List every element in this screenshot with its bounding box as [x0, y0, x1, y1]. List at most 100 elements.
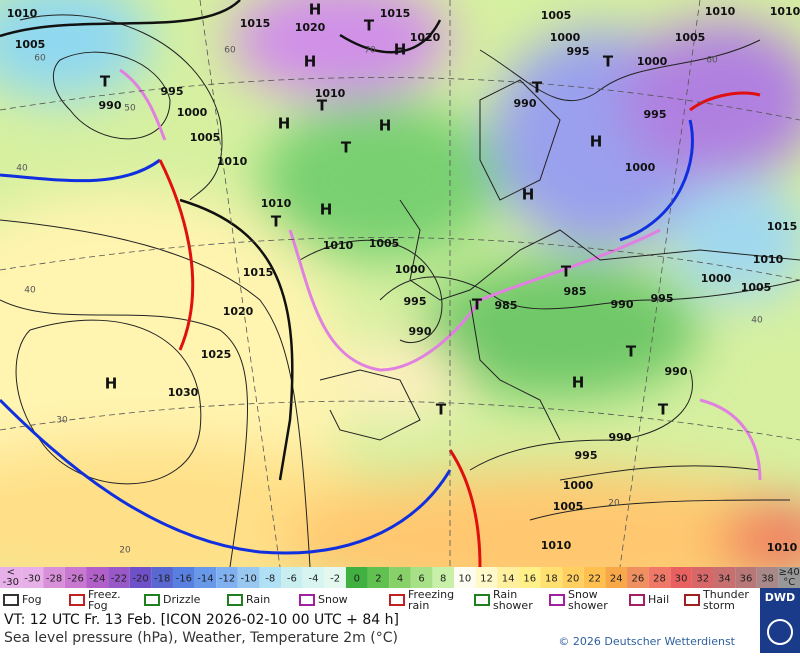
pressure-label: 1010: [770, 5, 800, 18]
scale-label: -14: [197, 574, 213, 585]
scale-label: 12: [480, 574, 493, 585]
isotherm-label: 50: [124, 104, 136, 114]
pressure-label: 990: [611, 298, 634, 311]
weather-symbol: [299, 594, 315, 606]
pressure-center: T: [532, 79, 543, 97]
scale-label: 10: [458, 574, 471, 585]
pressure-center: T: [364, 17, 375, 35]
pressure-label: 995: [567, 45, 590, 58]
scale-label: -6: [287, 574, 297, 585]
weather-label: Snow shower: [568, 588, 608, 612]
pressure-label: 1005: [553, 500, 584, 513]
scale-cell: [562, 567, 584, 588]
scale-label: 4: [397, 574, 403, 585]
weather-label: Snow: [318, 593, 348, 606]
pressure-label: 1030: [168, 386, 199, 399]
scale-cell: [129, 567, 152, 588]
pressure-center: H: [304, 53, 317, 71]
scale-cell: [454, 567, 476, 588]
scale-label: 32: [696, 574, 709, 585]
pressure-label: 1005: [15, 38, 46, 51]
pressure-label: 1000: [177, 106, 208, 119]
weather-label: Freez. Fog: [88, 588, 121, 612]
scale-cell: [778, 567, 800, 588]
scale-cell: [497, 567, 519, 588]
scale-label: -30: [3, 577, 19, 588]
scale-label: -28: [46, 574, 62, 585]
pressure-center: T: [626, 343, 637, 361]
scale-label: 6: [418, 574, 424, 585]
scale-cell: [756, 567, 779, 588]
pressure-label: 990: [99, 99, 122, 112]
scale-label: -10: [240, 574, 256, 585]
pressure-label: 990: [409, 325, 432, 338]
weather-symbol: [389, 594, 405, 606]
scale-label: °C: [783, 577, 795, 588]
scale-label: 8: [440, 574, 446, 585]
weather-symbol: [629, 594, 645, 606]
pressure-label: 1010: [753, 253, 784, 266]
scale-label: -22: [111, 574, 127, 585]
isotherm-label: 60: [34, 54, 46, 64]
pressure-center: H: [572, 374, 585, 392]
pressure-center: T: [436, 401, 447, 419]
pressure-center: T: [561, 263, 572, 281]
pressure-center: H: [309, 1, 322, 19]
pressure-label: 990: [609, 431, 632, 444]
scale-label: 0: [354, 574, 360, 585]
weather-symbol: [227, 594, 243, 606]
pressure-label: 1005: [369, 237, 400, 250]
pressure-label: 1010: [261, 197, 292, 210]
pressure-label: 1015: [380, 7, 411, 20]
weather-symbol: [3, 594, 19, 606]
map: 1010 1005 1015 1020 1015 1020 1005 1010 1010 1000…: [0, 0, 800, 567]
description: Sea level pressure (hPa), Weather, Tempe…: [4, 630, 398, 646]
weather-label: Freezing rain: [408, 588, 454, 612]
scale-cell: [691, 567, 714, 588]
pressure-center: T: [603, 53, 614, 71]
scale-label: -26: [68, 574, 84, 585]
scale-label: 2: [375, 574, 381, 585]
legend: <-30 -30 -28 -26 -24 -22 -20 -18 -16 -14 -12 -10 -8-…: [0, 567, 800, 612]
pressure-center: T: [317, 97, 328, 115]
scale-cell: [216, 567, 238, 588]
scale-cell: [670, 567, 692, 588]
scale-label: -2: [330, 574, 340, 585]
weather-label: Rain: [246, 593, 270, 606]
scale-cell: [540, 567, 563, 588]
scale-label: ≥40: [779, 567, 800, 578]
scale-cell: [518, 567, 541, 588]
scale-label: -20: [132, 574, 148, 585]
isotherm-label: 70: [364, 46, 376, 56]
pressure-center: H: [522, 186, 535, 204]
weather-label: Fog: [22, 593, 42, 606]
scale-cell: [389, 567, 411, 588]
pressure-label: 995: [644, 108, 667, 121]
pressure-label: 1010: [323, 239, 354, 252]
scale-label: -16: [176, 574, 192, 585]
scale-cell: [345, 567, 368, 588]
pressure-label: 1000: [550, 31, 581, 44]
pressure-label: 995: [404, 295, 427, 308]
pressure-label: 1015: [767, 220, 798, 233]
pressure-label: 985: [564, 285, 587, 298]
copyright: © 2026 Deutscher Wetterdienst: [558, 635, 735, 648]
scale-label: <: [7, 567, 15, 578]
pressure-center: H: [394, 41, 407, 59]
pressure-center: H: [379, 117, 392, 135]
pressure-label: 995: [575, 449, 598, 462]
pressure-label: 1010: [217, 155, 248, 168]
scale-cell: [627, 567, 649, 588]
scale-cell: [735, 567, 757, 588]
pressure-center: H: [278, 115, 291, 133]
pressure-center: H: [105, 375, 118, 393]
scale-label: -8: [265, 574, 275, 585]
isotherm-label: 60: [224, 46, 236, 56]
pressure-label: 985: [495, 299, 518, 312]
scale-label: 18: [545, 574, 558, 585]
scale-cell: [43, 567, 65, 588]
pressure-label: 1000: [625, 161, 656, 174]
pressure-label: 995: [651, 292, 674, 305]
pressure-label: 1025: [201, 348, 232, 361]
